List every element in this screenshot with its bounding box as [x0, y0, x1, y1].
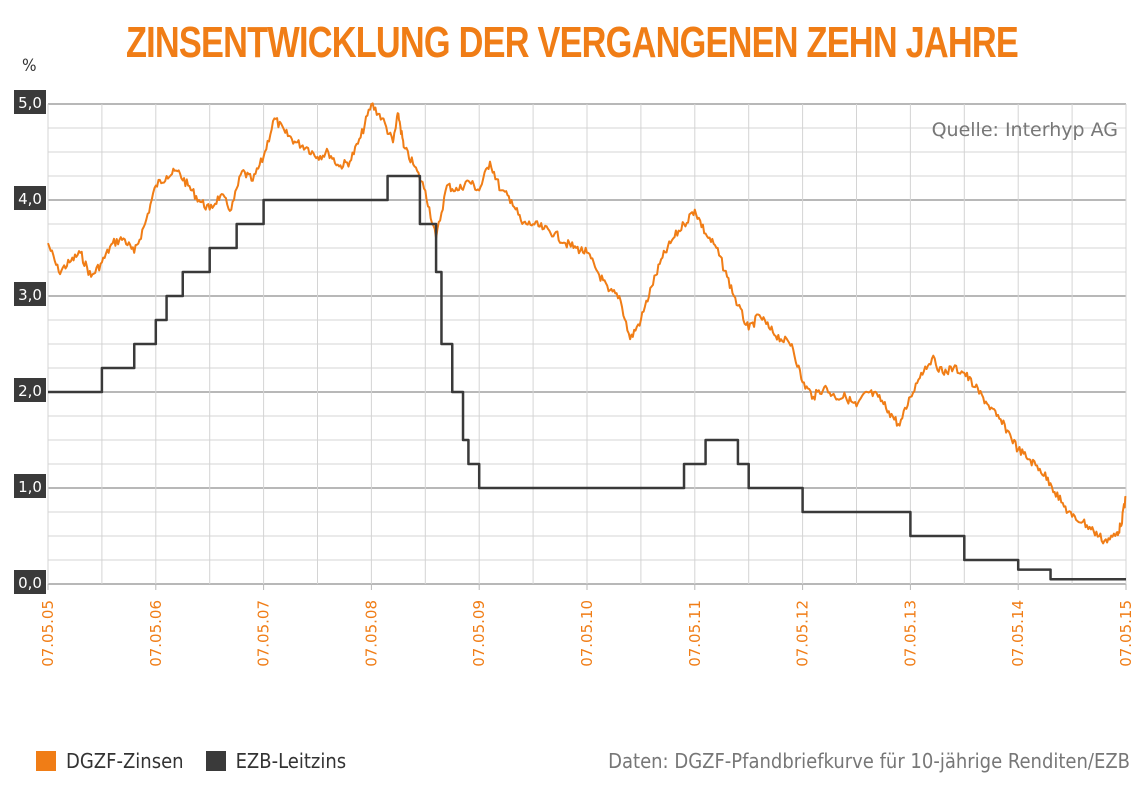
series-line-ezb [48, 174, 1126, 581]
y-axis: 5,0 4,0 3,0 2,0 1,0 0,0 [14, 90, 46, 594]
y-tick-label: 0,0 [18, 574, 42, 592]
x-tick-label: 07.05.05 [39, 600, 57, 667]
x-tick-label: 07.05.11 [686, 600, 704, 667]
x-tick-label: 07.05.15 [1117, 600, 1135, 667]
y-tick-box [14, 186, 46, 210]
y-tick-box [14, 282, 46, 306]
chart-title: ZINSENTWICKLUNG DER VERGANGENEN ZEHN JAH… [125, 18, 1019, 67]
y-axis-unit-label: % [22, 56, 37, 76]
y-tick-label: 2,0 [18, 382, 42, 400]
legend-item-dgzf: DGZF-Zinsen [36, 749, 184, 773]
y-tick-box [14, 570, 46, 594]
legend-item-ezb: EZB-Leitzins [205, 749, 347, 773]
chart-source: Quelle: Interhyp AG [932, 119, 1118, 141]
x-tick-label: 07.05.08 [362, 600, 380, 667]
x-tick-label: 07.05.14 [1009, 600, 1027, 667]
y-tick-label: 1,0 [18, 478, 42, 496]
y-tick-label: 5,0 [18, 94, 42, 112]
x-tick-label: 07.05.07 [255, 600, 273, 667]
data-footnote: Daten: DGZF-Pfandbriefkurve für 10-jähri… [608, 749, 1130, 773]
legend-swatch-dgzf [36, 751, 56, 771]
legend-swatch-ezb [205, 751, 226, 771]
y-tick-label: 3,0 [18, 286, 42, 304]
y-tick-box [14, 474, 46, 498]
chart-series [47, 102, 1127, 581]
y-tick-label: 4,0 [18, 190, 42, 208]
x-tick-label: 07.05.13 [901, 600, 919, 667]
x-tick-label: 07.05.12 [794, 600, 812, 667]
legend-label-dgzf: DGZF-Zinsen [66, 749, 184, 773]
x-tick-label: 07.05.06 [147, 600, 165, 667]
legend-label-ezb: EZB-Leitzins [235, 749, 347, 773]
x-axis: 07.05.05 07.05.06 07.05.07 07.05.08 07.05.09… [39, 584, 1135, 667]
chart-grid [47, 103, 1127, 585]
series-line-dgzf [47, 102, 1127, 545]
chart-plot: 5,04,03,02,01,00,0 07.05.05 07.05.06 07.05… [14, 90, 1135, 667]
y-tick-box [14, 90, 46, 114]
x-tick-label: 07.05.09 [470, 600, 488, 667]
x-tick-label: 07.05.10 [578, 600, 596, 667]
y-tick-box [14, 378, 46, 402]
chart-legend: DGZF-Zinsen EZB-Leitzins [36, 746, 368, 776]
